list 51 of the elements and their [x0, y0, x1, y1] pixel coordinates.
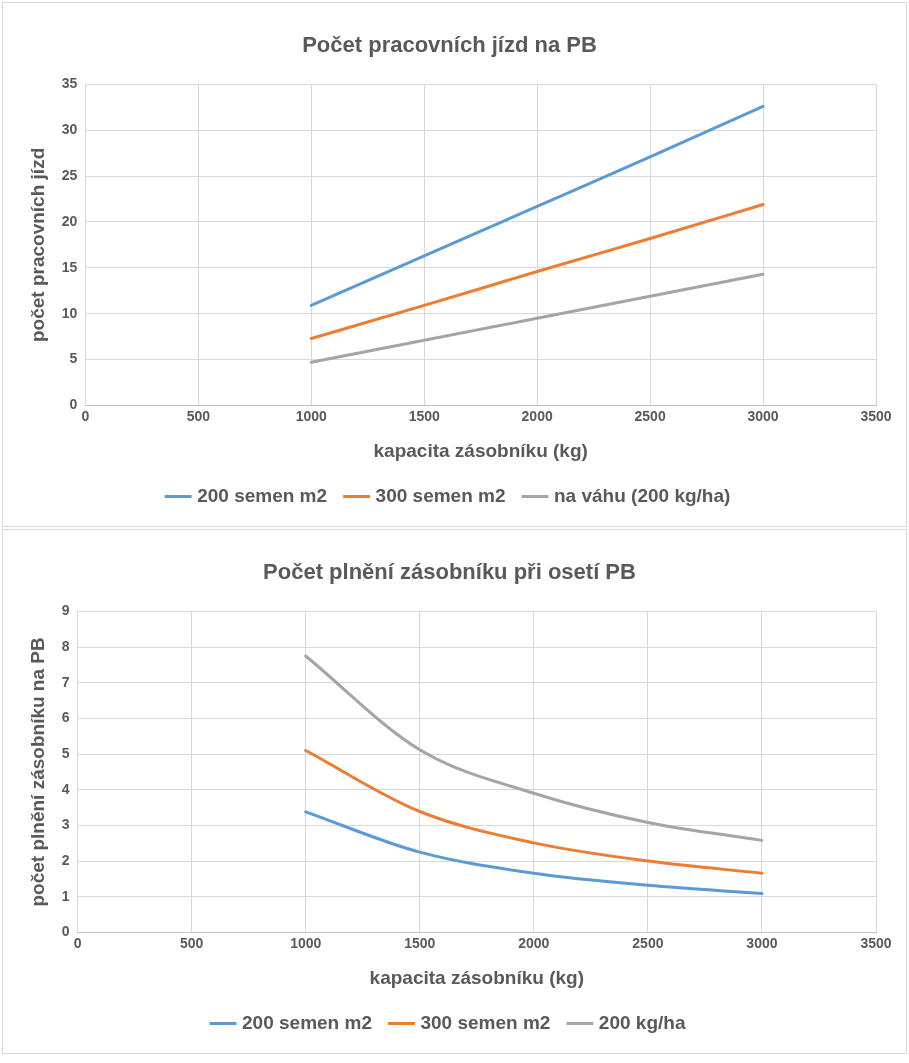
y-axis-title: počet plnění zásobníku na PB	[26, 637, 48, 907]
line-series	[304, 749, 764, 875]
legend-label: 300 semen m2	[420, 1011, 551, 1033]
legend-label: 200 semen m2	[197, 484, 328, 506]
y-tick-label: 5	[69, 350, 78, 367]
x-tick-label: 3000	[747, 407, 779, 424]
x-axis-title: kapacita zásobníku (kg)	[373, 439, 588, 461]
x-tick-label: 2000	[521, 407, 553, 424]
x-tick-label: 2000	[518, 934, 550, 951]
x-tick-label: 500	[186, 407, 211, 424]
y-tick-label: 2	[61, 851, 70, 868]
x-tick-label: 3000	[746, 934, 778, 951]
chart-title: Počet plnění zásobníku při osetí PB	[263, 559, 636, 585]
x-axis-title: kapacita zásobníku (kg)	[369, 966, 584, 988]
x-tick-label: 3500	[860, 934, 892, 951]
x-tick-label: 3500	[860, 407, 892, 424]
y-tick-label: 5	[61, 744, 70, 761]
y-tick-label: 25	[61, 166, 78, 183]
y-tick-label: 8	[61, 637, 70, 654]
y-tick-label: 15	[61, 258, 78, 275]
y-tick-label: 20	[61, 212, 78, 229]
x-tick-label: 0	[81, 407, 90, 424]
chart-title: Počet pracovních jízd na PB	[302, 32, 597, 58]
x-tick-label: 500	[179, 934, 204, 951]
y-tick-label: 10	[61, 304, 78, 321]
line-series	[309, 203, 765, 340]
x-tick-label: 1000	[295, 407, 328, 424]
line-series	[309, 104, 765, 307]
y-tick-label: 9	[61, 602, 70, 619]
legend-label: 200 semen m2	[242, 1011, 372, 1033]
x-tick-label: 1500	[404, 934, 436, 951]
line-series	[304, 810, 764, 896]
x-tick-label: 2500	[632, 934, 664, 951]
y-tick-label: 35	[61, 75, 78, 92]
legend-label: 300 semen m2	[375, 484, 506, 506]
y-tick-label: 6	[61, 709, 70, 726]
y-tick-label: 0	[61, 923, 70, 940]
y-tick-label: 0	[69, 396, 78, 413]
line-series	[309, 272, 765, 364]
x-tick-label: 2500	[634, 407, 666, 424]
x-tick-label: 1500	[408, 407, 440, 424]
y-tick-label: 30	[61, 121, 78, 138]
x-tick-label: 1000	[290, 934, 322, 951]
line-series	[304, 654, 764, 842]
legend-label: 200 kg/ha	[598, 1011, 686, 1033]
y-tick-label: 7	[61, 673, 70, 690]
y-axis-title: počet pracovních jízd	[26, 147, 48, 343]
legend-label: na váhu (200 kg/ha)	[554, 484, 731, 506]
y-tick-label: 4	[61, 780, 70, 797]
y-tick-label: 3	[61, 816, 70, 833]
y-tick-label: 1	[61, 887, 70, 904]
